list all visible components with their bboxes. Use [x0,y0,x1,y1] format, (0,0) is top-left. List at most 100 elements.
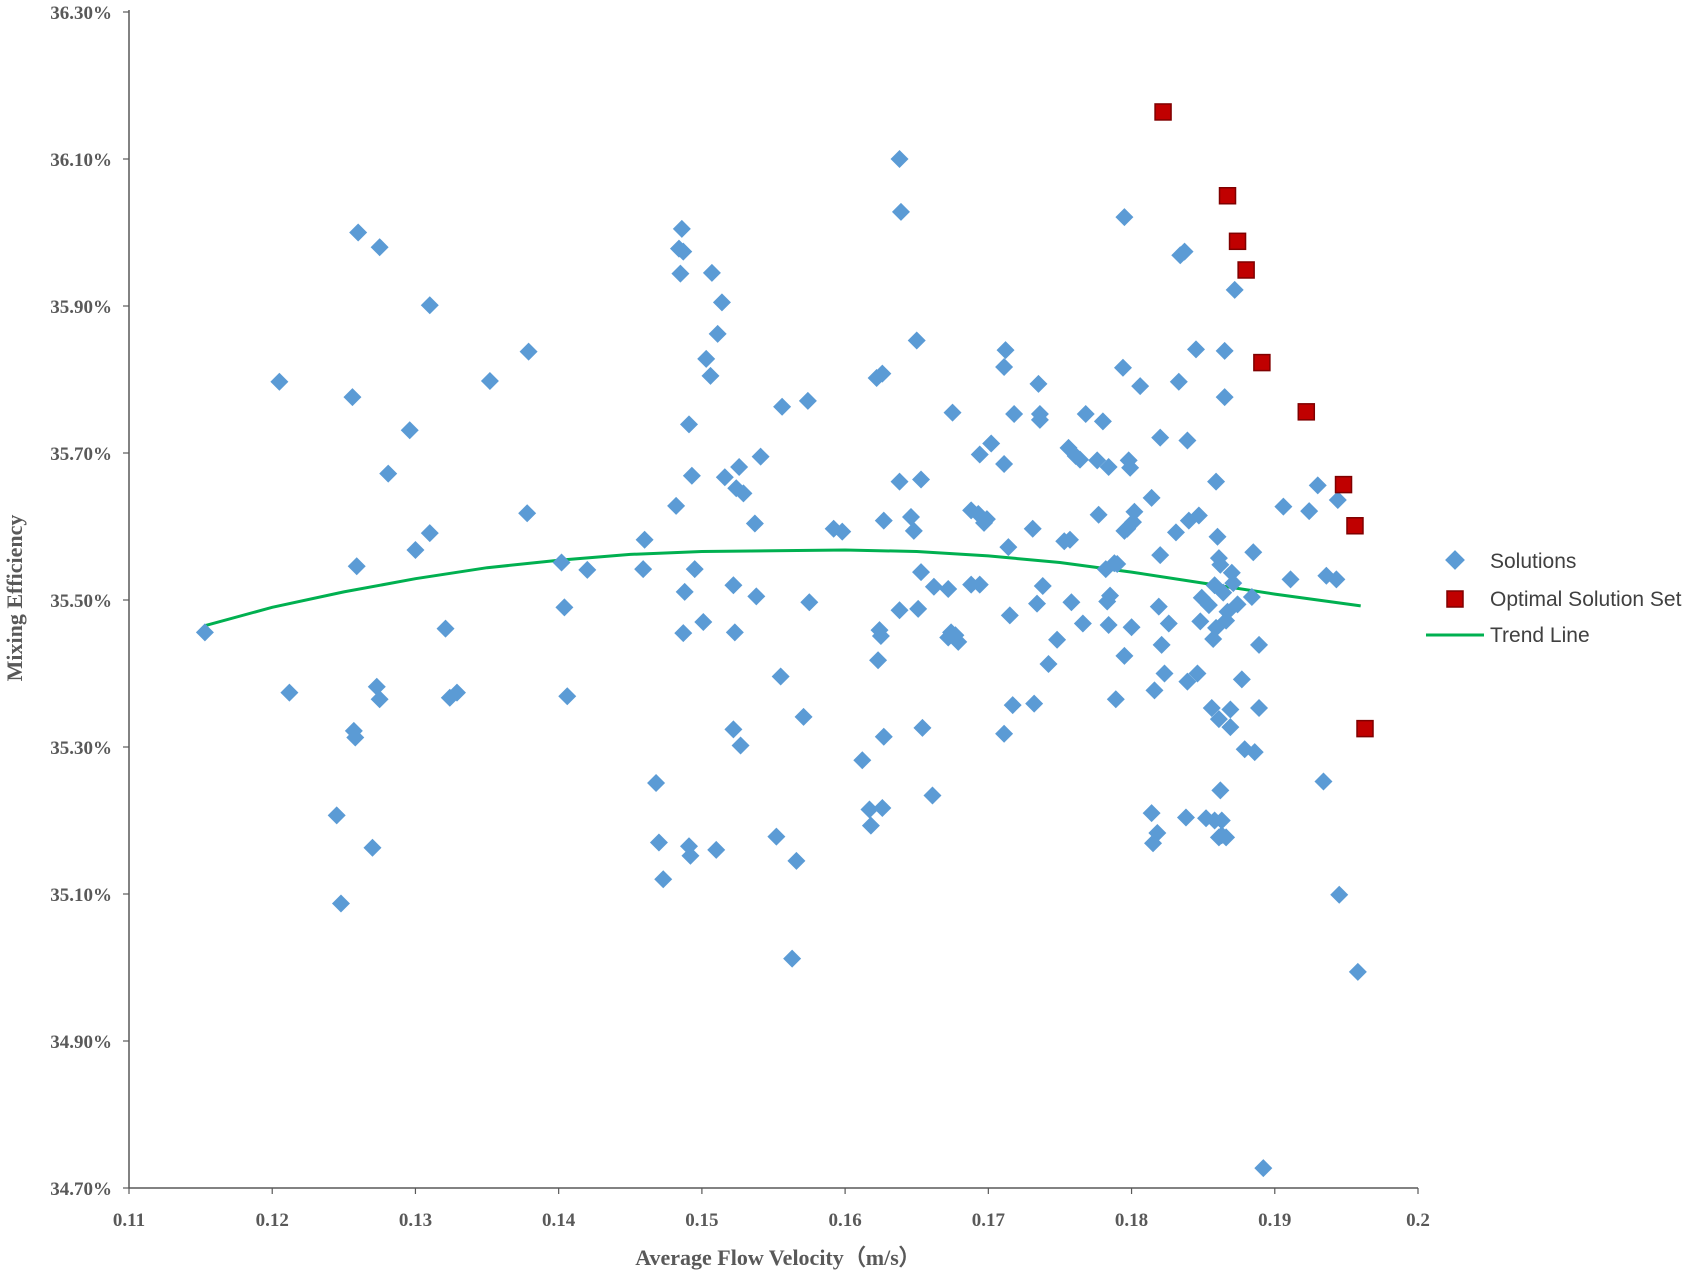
solution-point [1151,428,1170,447]
solution-point [694,613,713,632]
solution-point [1089,505,1108,524]
solution-point [1250,699,1269,718]
solution-point [970,575,989,594]
solution-point [1033,577,1052,596]
solution-point [1209,710,1228,729]
solution-point [747,587,766,606]
solution-point [731,736,750,755]
solution-point [400,421,419,440]
solution-point [939,579,958,598]
solution-point [724,720,743,739]
y-tick-label: 35.30% [50,738,112,759]
solution-point [1113,358,1132,377]
solution-point [1348,962,1367,981]
y-axis-title: Mixing Efficiency [2,515,27,682]
solution-point [1159,614,1178,633]
solution-point [420,524,439,543]
solution-point [1225,280,1244,299]
solution-point [649,833,668,852]
optimal-point [1334,475,1353,494]
solution-point [873,364,892,383]
optimal-point [1228,232,1247,251]
solution-point [346,728,365,747]
solution-point [715,468,734,487]
solution-point [1187,340,1206,359]
solution-point [1062,593,1081,612]
solution-point [1178,672,1197,691]
solution-point [949,632,968,651]
solution-point [783,949,802,968]
solution-point [970,445,989,464]
solution-point [682,466,701,485]
solution-point [1025,694,1044,713]
optimal-points [1154,103,1374,738]
solution-point [370,238,389,257]
solution-point [1088,451,1107,470]
solution-point [1122,618,1141,637]
solution-point [794,707,813,726]
solution-point [1221,718,1240,737]
solution-point [712,293,731,312]
solution-point [1281,570,1300,589]
solution-point [874,727,893,746]
legend-optimal-marker [1446,590,1464,608]
solution-point [1151,546,1170,565]
x-tick-label: 0.13 [399,1210,432,1231]
solution-point [1212,811,1231,830]
solution-point [982,434,1001,453]
solution-point [1300,502,1319,521]
solution-point [771,667,790,686]
solution-point [1155,664,1174,683]
solution-point [833,522,852,541]
solution-point [1142,488,1161,507]
solution-point [679,415,698,434]
solution-point [1254,1159,1273,1178]
solution-point [1076,405,1095,424]
solution-point [977,510,996,529]
y-tick-label: 35.70% [50,444,112,465]
solution-point [1121,458,1140,477]
solution-point [1166,523,1185,542]
solution-point [702,263,721,282]
solution-point [767,827,786,846]
solution-point [327,806,346,825]
solution-point [1328,491,1347,510]
solution-point [1178,431,1197,450]
solution-point [367,677,386,696]
solution-point [787,851,806,870]
solution-point [1202,699,1221,718]
solution-point [1215,388,1234,407]
solution-point [1207,472,1226,491]
solution-point [1308,476,1327,495]
solution-point [912,470,931,489]
solution-point [558,687,577,706]
solution-point [519,342,538,361]
x-tick-label: 0.17 [972,1210,1006,1231]
solution-point [901,507,920,526]
solution-point [995,455,1014,474]
solution-point [999,538,1018,557]
y-axis-ticks: 34.70% 34.90% 35.10% 35.30% 35.50% 35.70% 35.9… [50,3,129,1200]
solution-point [1148,823,1167,842]
solution-point [1073,614,1092,633]
solution-point [943,403,962,422]
solution-point [578,560,597,579]
solution-point [730,457,749,476]
solution-point [1176,808,1195,827]
solution-point [1244,543,1263,562]
solution-point [1215,341,1234,360]
solution-point [363,838,382,857]
solution-point [635,530,654,549]
solution-point [891,202,910,221]
solution-point [1189,506,1208,525]
solution-point [1099,615,1118,634]
legend-optimal-label: Optimal Solution Set [1490,588,1682,611]
solution-point [347,557,366,576]
y-tick-label: 35.90% [50,297,112,318]
y-tick-label: 35.50% [50,591,112,612]
solution-point [1152,635,1171,654]
solution-point [890,472,909,491]
x-tick-label: 0.19 [1258,1210,1291,1231]
solution-point [860,800,879,819]
